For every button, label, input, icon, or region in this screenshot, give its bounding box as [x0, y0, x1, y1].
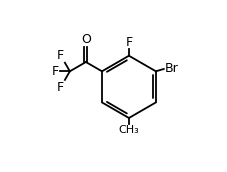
Text: F: F [57, 81, 64, 94]
Text: F: F [57, 49, 64, 62]
Text: F: F [125, 36, 133, 49]
Text: O: O [81, 33, 91, 46]
Text: F: F [52, 65, 59, 78]
Text: CH₃: CH₃ [118, 125, 139, 135]
Text: Br: Br [165, 62, 179, 76]
